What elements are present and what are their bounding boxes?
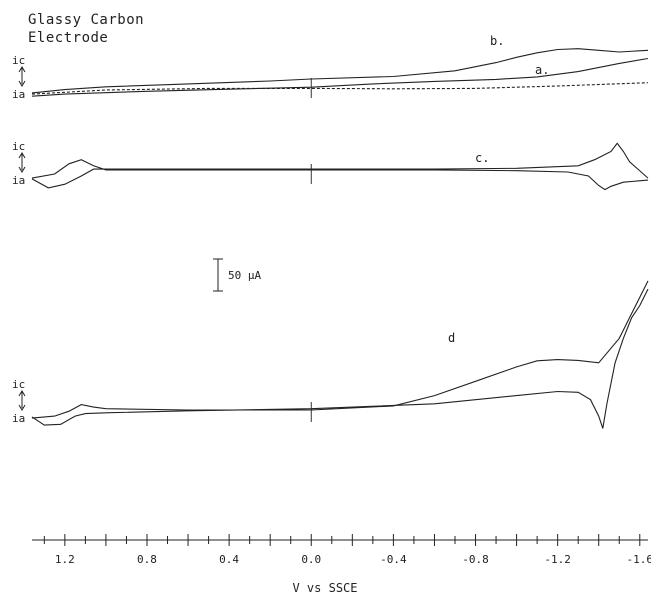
- voltammogram-curve-c-forward: [31, 159, 649, 191]
- curve-label-b: b.: [490, 34, 504, 48]
- cathodic-current-label: ic: [12, 378, 25, 391]
- scale-bar-label: 50 μA: [228, 269, 261, 282]
- x-tick-label: 0.8: [137, 553, 157, 566]
- arrow-up-icon: [18, 390, 26, 397]
- x-tick-label: -0.8: [462, 553, 489, 566]
- arrow-down-icon: [18, 166, 26, 173]
- x-tick-label: -1.6: [627, 553, 651, 566]
- voltammogram-curve-d-forward: [31, 280, 649, 419]
- arrow-down-icon: [18, 80, 26, 87]
- voltammogram-curve-d-reverse: [31, 288, 649, 429]
- x-tick-label: 1.2: [55, 553, 75, 566]
- curve-label-d: d: [448, 331, 455, 345]
- voltammogram-curve-b-forward: [31, 48, 649, 94]
- x-tick-label: 0.0: [301, 553, 321, 566]
- arrow-up-icon: [18, 66, 26, 73]
- cathodic-current-label: ic: [12, 140, 25, 153]
- figure-title-line-1: Glassy Carbon: [28, 12, 145, 28]
- x-tick-label: 0.4: [219, 553, 239, 566]
- arrow-down-icon: [18, 404, 26, 411]
- x-tick-label: -0.4: [380, 553, 407, 566]
- figure-title-line-2: Electrode: [28, 30, 109, 46]
- voltammogram-curve-c-reverse: [31, 142, 649, 189]
- curve-label-c: c.: [475, 151, 489, 165]
- x-tick-label: -1.2: [544, 553, 571, 566]
- potential-axis: 1.2 0.8 0.4 0.0 -0.4 -0.8 -1.2 -1.6 V vs SSCE: [32, 534, 651, 595]
- x-axis-label: V vs SSCE: [292, 581, 357, 595]
- cathodic-current-label: ic: [12, 54, 25, 67]
- anodic-current-label: ia: [12, 412, 25, 425]
- curve-label-a: a.: [535, 63, 549, 77]
- plot-layer: [31, 48, 649, 429]
- anodic-current-label: ia: [12, 88, 25, 101]
- voltammogram-curve-a-forward: [31, 82, 649, 95]
- anodic-current-label: ia: [12, 174, 25, 187]
- arrow-up-icon: [18, 152, 26, 159]
- label-layer: b. a. ic ia c. ic ia d ic ia 50 μA: [12, 34, 549, 425]
- voltammogram-curve-b-reverse: [31, 57, 649, 97]
